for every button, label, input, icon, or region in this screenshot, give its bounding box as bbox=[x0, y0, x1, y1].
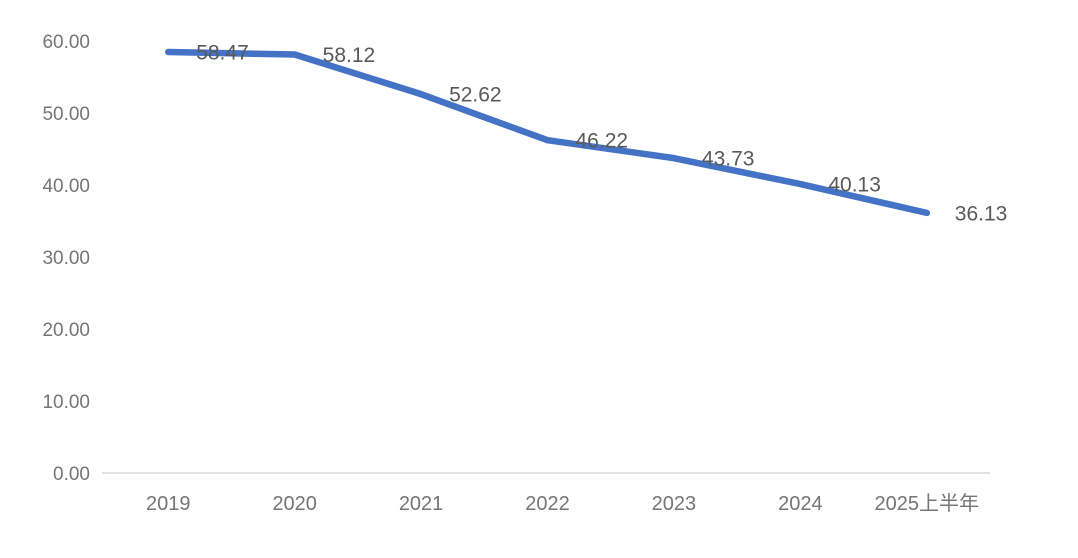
data-point-label: 58.47 bbox=[196, 42, 249, 65]
y-axis-tick-label: 10.00 bbox=[42, 392, 90, 413]
series-line bbox=[164, 48, 931, 217]
data-point-label: 58.12 bbox=[323, 44, 376, 67]
y-axis-tick-label: 0.00 bbox=[53, 464, 90, 485]
y-axis-tick-label: 20.00 bbox=[42, 320, 90, 341]
x-axis-category-label: 2023 bbox=[652, 493, 697, 515]
x-axis-category-label: 2022 bbox=[525, 493, 570, 515]
x-axis-category-label: 2019 bbox=[146, 493, 191, 515]
data-point-label: 40.13 bbox=[828, 174, 881, 197]
data-point-label: 46.22 bbox=[576, 130, 629, 153]
x-axis-category-label: 2024 bbox=[778, 493, 823, 515]
x-axis-category-label: 2021 bbox=[399, 493, 444, 515]
y-axis-tick-label: 40.00 bbox=[42, 176, 90, 197]
data-point-label: 36.13 bbox=[955, 202, 1008, 225]
y-axis-tick-label: 60.00 bbox=[42, 32, 90, 53]
x-axis-category-label: 2020 bbox=[272, 493, 317, 515]
x-axis-category-label: 2025上半年 bbox=[875, 492, 980, 515]
y-axis-tick-label: 30.00 bbox=[42, 248, 90, 269]
y-axis-tick-label: 50.00 bbox=[42, 104, 90, 125]
data-point-label: 52.62 bbox=[449, 84, 502, 107]
data-point-label: 43.73 bbox=[702, 148, 755, 171]
